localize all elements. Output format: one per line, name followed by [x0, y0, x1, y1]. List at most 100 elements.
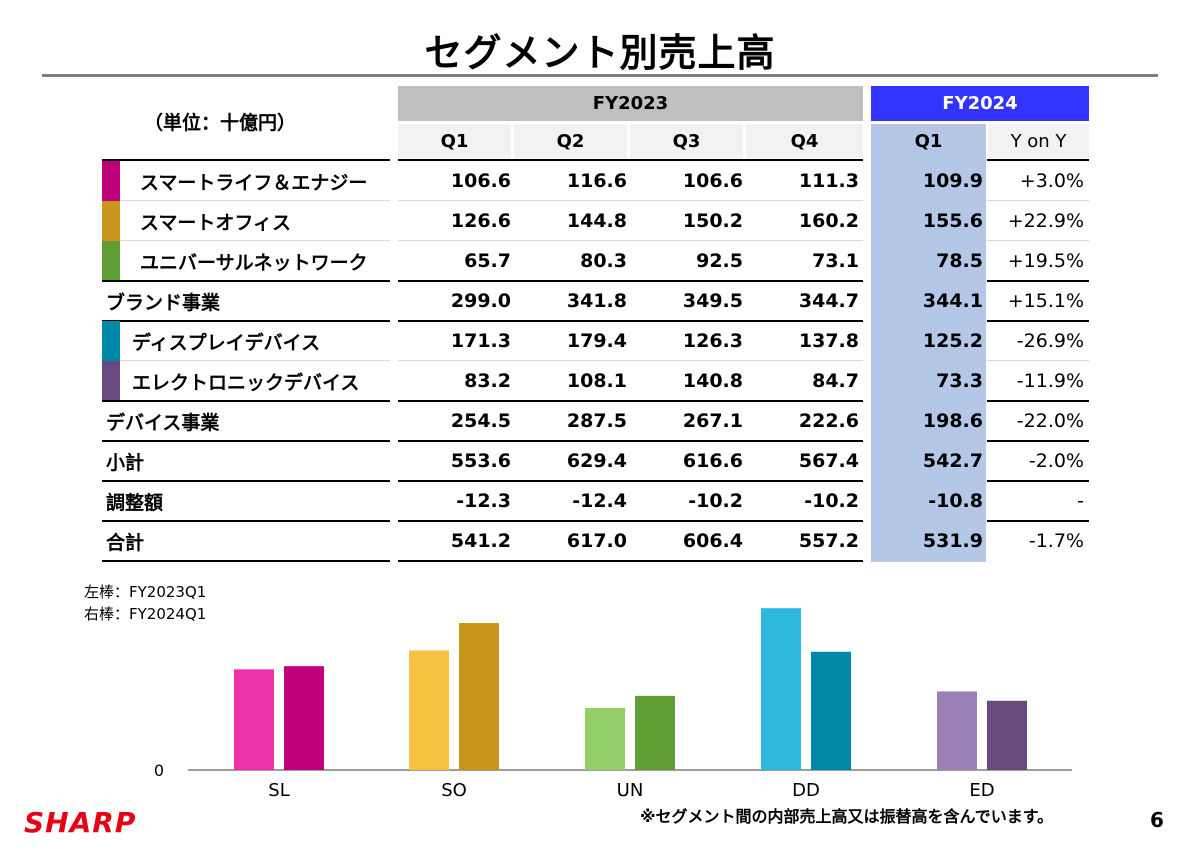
category-label-so: SO [441, 780, 467, 800]
row-divider [398, 560, 863, 562]
fy2023-q2-value: 341.8 [566, 290, 627, 312]
row-label: 調整額 [106, 491, 164, 514]
row-divider [398, 240, 863, 241]
header-q3: Q3 [630, 124, 743, 158]
row-divider [987, 360, 1089, 361]
fy2023-q3-value: 349.5 [682, 290, 743, 312]
row-divider [120, 240, 390, 241]
fy2023-q2-value: 108.1 [566, 370, 627, 392]
yoy-value: +15.1% [1007, 290, 1084, 312]
row-divider [987, 280, 1089, 282]
bar-so-fy2024q1 [459, 623, 499, 770]
row-divider [102, 400, 390, 402]
fy2023-q2-value: 617.0 [566, 530, 627, 552]
yoy-value: -2.0% [1028, 450, 1084, 472]
row-label: エレクトロニックデバイス [132, 371, 360, 394]
bar-sl-fy2024q1 [284, 666, 324, 770]
fy2024-q1-value: 125.2 [922, 330, 983, 352]
y-tick-label: 0 [154, 761, 164, 780]
row-divider [987, 400, 1089, 402]
yoy-value: - [1077, 490, 1084, 512]
row-divider [987, 240, 1089, 241]
row-divider [398, 480, 863, 482]
fy2023-q1-value: -12.3 [456, 490, 511, 512]
yoy-value: +22.9% [1007, 210, 1084, 232]
yoy-value: -26.9% [1016, 330, 1084, 352]
yoy-value: +3.0% [1019, 170, 1084, 192]
fy2024-header: FY2024 [871, 86, 1089, 121]
bar-ed-fy2023q1 [937, 691, 977, 770]
yoy-value: -22.0% [1016, 410, 1084, 432]
fy2023-q1-value: 541.2 [450, 530, 511, 552]
row-divider [398, 520, 863, 522]
fy2023-q1-value: 171.3 [450, 330, 511, 352]
fy2023-q3-value: 92.5 [696, 250, 743, 272]
segment-color-swatch [102, 241, 120, 281]
table-row: 小計 553.6 629.4 616.6 567.4 542.7 -2.0% [0, 441, 1200, 481]
fy2024-q1-value: 542.7 [922, 450, 983, 472]
title-rule [42, 74, 1158, 77]
fy2023-q1-value: 299.0 [450, 290, 511, 312]
legend-left-bar: 左棒：FY2023Q1 [84, 583, 207, 601]
bar-dd-fy2024q1 [811, 651, 851, 770]
fy2023-q3-value: 150.2 [682, 210, 743, 232]
row-divider [987, 200, 1089, 201]
fy2023-q3-value: 126.3 [682, 330, 743, 352]
fy2023-q1-value: 106.6 [450, 170, 511, 192]
page-number: 6 [1150, 808, 1164, 832]
fy2023-q2-value: 144.8 [566, 210, 627, 232]
row-divider [102, 560, 390, 562]
category-label-dd: DD [792, 780, 820, 800]
row-label: デバイス事業 [106, 411, 220, 434]
bar-un-fy2023q1 [585, 707, 625, 770]
fy2024-q1-value: 344.1 [922, 290, 983, 312]
fy2023-q1-value: 254.5 [450, 410, 511, 432]
fy2024-column-bg [871, 124, 986, 562]
yoy-value: -11.9% [1016, 370, 1084, 392]
fy2023-q2-value: 179.4 [566, 330, 627, 352]
category-label-un: UN [617, 780, 644, 800]
header-q1: Q1 [398, 124, 511, 158]
row-divider [102, 520, 390, 522]
table-row: スマートオフィス 126.6 144.8 150.2 160.2 155.6 +22.9% [0, 201, 1200, 241]
table-top-rule [398, 159, 863, 161]
bar-ed-fy2024q1 [987, 700, 1027, 770]
table-row: デバイス事業 254.5 287.5 267.1 222.6 198.6 -22.0% [0, 401, 1200, 441]
fy2024-q1-value: 531.9 [922, 530, 983, 552]
category-label-sl: SL [268, 780, 289, 800]
segment-color-swatch [102, 321, 120, 361]
row-label: ディスプレイデバイス [132, 331, 321, 354]
row-divider [102, 440, 390, 442]
fy2023-q4-value: 567.4 [798, 450, 859, 472]
row-divider [398, 400, 863, 402]
row-divider [102, 280, 390, 282]
header-q4: Q4 [746, 124, 863, 158]
row-label: ユニバーサルネットワーク [140, 251, 368, 274]
table-row: エレクトロニックデバイス 83.2 108.1 140.8 84.7 73.3 -11.9% [0, 361, 1200, 401]
yoy-value: -1.7% [1028, 530, 1084, 552]
fy2023-q1-value: 553.6 [450, 450, 511, 472]
bar-sl-fy2023q1 [234, 669, 274, 770]
row-divider [398, 440, 863, 442]
fy2023-q2-value: -12.4 [572, 490, 627, 512]
row-label: ブランド事業 [106, 291, 221, 314]
row-divider [102, 320, 390, 322]
fy2024-q1-value: 155.6 [922, 210, 983, 232]
fy2023-q4-value: -10.2 [804, 490, 859, 512]
fy2023-q1-value: 65.7 [464, 250, 511, 272]
header-q2: Q2 [514, 124, 627, 158]
category-label-ed: ED [969, 780, 994, 800]
row-label: スマートライフ＆エナジー [140, 171, 368, 194]
fy2023-q4-value: 557.2 [798, 530, 859, 552]
unit-label: （単位：十億円） [143, 112, 296, 134]
row-label: 合計 [106, 531, 145, 554]
bar-dd-fy2023q1 [761, 608, 801, 770]
row-divider [120, 360, 390, 361]
fy2023-q1-value: 126.6 [450, 210, 511, 232]
fy2024-q1-value: 73.3 [936, 370, 983, 392]
fy2024-q1-value: -10.8 [928, 490, 983, 512]
table-top-rule [102, 159, 390, 161]
fy2024-q1-value: 109.9 [922, 170, 983, 192]
bar-un-fy2024q1 [635, 695, 675, 770]
fy2023-q3-value: 616.6 [682, 450, 743, 472]
